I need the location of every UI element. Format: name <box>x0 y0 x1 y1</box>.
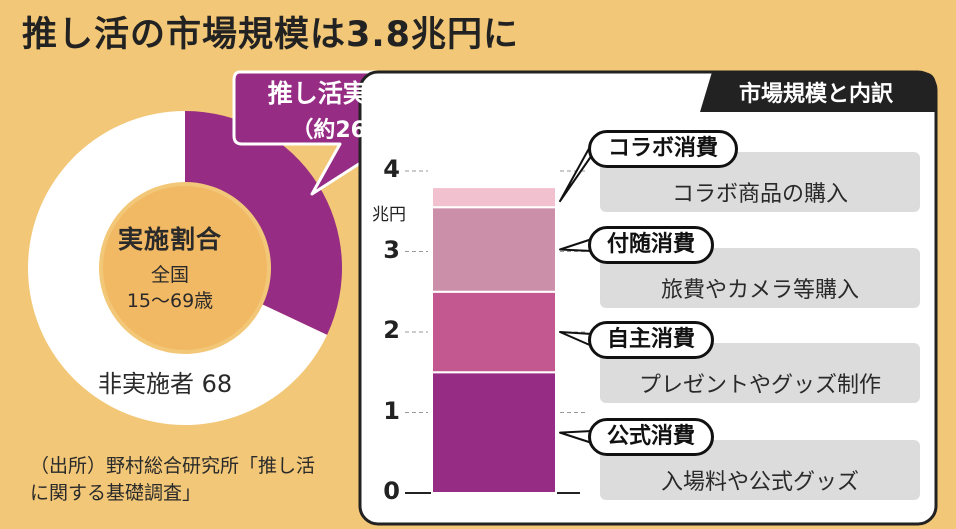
category-label-1: 自主消費 <box>588 321 714 359</box>
stacked-bar <box>405 170 585 494</box>
source-note: （出所）野村総合研究所「推し活 に関する基礎調査」 <box>30 453 315 507</box>
center-title: 実施割合 <box>117 225 222 254</box>
donut-center <box>103 186 267 350</box>
page-title: 推し活の市場規模は3.8兆円に <box>22 15 520 55</box>
category-desc-0: 入場料や公式グッズ <box>660 470 859 495</box>
callout-line2: （約2600万人） <box>291 118 463 143</box>
y-tick-label: 0 <box>383 477 400 505</box>
bar-segment-2 <box>431 206 557 293</box>
donut-center-label: 実施割合 全国 15～69歳 <box>100 220 240 314</box>
panel-title: 市場規模と内訳 <box>738 82 893 107</box>
bar-segment-1 <box>431 290 557 374</box>
center-sub1: 全国 <box>150 264 189 286</box>
y-axis-unit: 兆円 <box>372 205 406 225</box>
center-sub2: 15～69歳 <box>126 290 214 312</box>
bar-segment-3 <box>431 186 557 209</box>
callout-line1: 推し活実施者 32% <box>267 79 487 108</box>
category-desc-2: 旅費やカメラ等購入 <box>660 278 859 303</box>
category-desc-3: コラボ商品の購入 <box>671 182 848 207</box>
y-tick-label: 3 <box>383 235 400 264</box>
category-label-3: コラボ消費 <box>588 130 738 168</box>
y-tick-label: 4 <box>383 155 400 183</box>
category-desc-1: プレゼントやグッズ制作 <box>638 373 881 398</box>
source-line2: に関する基礎調査」 <box>30 482 202 504</box>
donut-slice-implementer <box>185 111 342 335</box>
y-tick-label: 2 <box>383 316 400 344</box>
source-line1: （出所）野村総合研究所「推し活 <box>30 455 316 477</box>
donut-slice-non-implementer <box>28 111 328 425</box>
category-label-0: 公式消費 <box>588 418 714 456</box>
callout: 推し活実施者 32% （約2600万人） <box>234 74 520 144</box>
category-label-2: 付随消費 <box>588 226 714 264</box>
bar-segment-0 <box>431 371 557 494</box>
donut-chart <box>28 111 342 425</box>
y-tick-label: 1 <box>383 396 400 425</box>
non-implementer-label: 非実施者 68 <box>98 370 233 398</box>
